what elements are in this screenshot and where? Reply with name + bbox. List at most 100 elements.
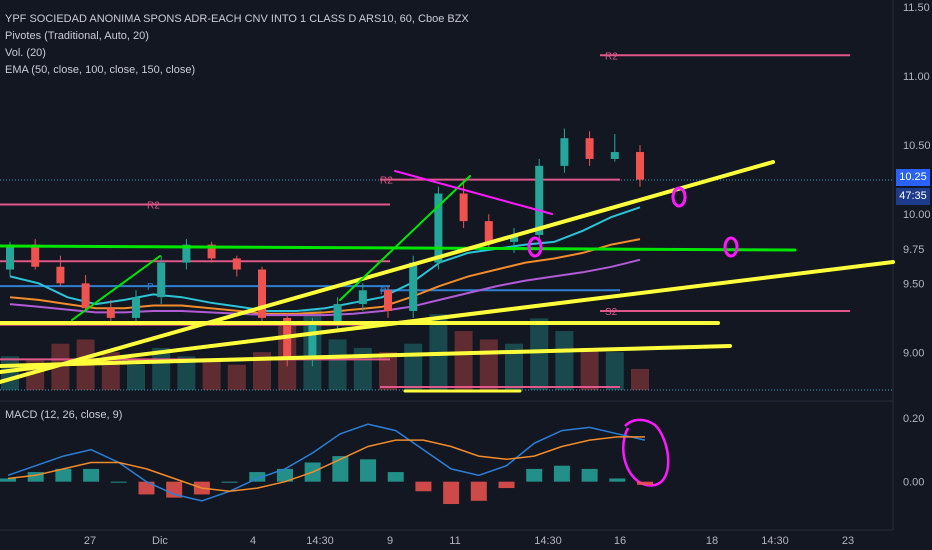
candle-body <box>6 244 14 270</box>
macd-histogram-bar <box>387 472 404 482</box>
volume-bar <box>505 343 523 390</box>
time-tick-label: 27 <box>84 535 96 547</box>
candle-body <box>510 234 518 242</box>
price-tick-label: 10.00 <box>903 209 931 221</box>
macd-histogram-bar <box>138 481 155 495</box>
last-price-tag: 10.25 <box>896 169 930 186</box>
candle-body <box>56 266 65 284</box>
macd-histogram-bar <box>360 459 377 482</box>
green-trendline <box>71 255 161 321</box>
candle-body <box>207 244 216 259</box>
time-tick-label: 23 <box>842 535 854 547</box>
macd-histogram-bar <box>498 481 515 489</box>
candle-body <box>535 165 544 235</box>
symbol-title[interactable]: YPF SOCIEDAD ANONIMA SPONS ADR-EACH CNV … <box>5 13 469 25</box>
volume-bar <box>580 347 599 390</box>
volume-bar <box>555 331 574 390</box>
axes: 9.00 9.50 9.75 10.00 10.50 11.00 11.50 0.00 0.20… <box>84 2 931 547</box>
volume-bar <box>202 360 221 390</box>
hand-drawn-circle <box>622 418 670 487</box>
time-tick-label: 4 <box>250 535 256 547</box>
price-tick-label: 10.50 <box>903 140 931 152</box>
candle-body <box>31 244 40 267</box>
volume-bar <box>227 364 246 390</box>
macd-histogram-bar <box>332 456 349 482</box>
time-tick-label: 9 <box>387 535 393 547</box>
volume-bar <box>479 339 498 390</box>
macd-pane <box>0 423 653 505</box>
candle-body <box>106 308 115 318</box>
candle-body <box>560 138 569 166</box>
volume-bar <box>127 364 145 390</box>
ema-line <box>9 258 641 317</box>
price-tick-label: 11.00 <box>903 71 930 83</box>
macd-histogram-bar <box>249 472 266 482</box>
pivot-label: R2 <box>605 51 618 62</box>
volume-bar <box>379 352 397 390</box>
candle-body <box>585 138 594 159</box>
volume-legend[interactable]: Vol. (20) <box>5 47 46 59</box>
yellow-trendline <box>0 344 732 368</box>
candle-body <box>434 193 443 263</box>
time-tick-label: 14:30 <box>534 535 562 547</box>
macd-histogram-bar <box>276 468 293 482</box>
candle-body <box>308 324 317 360</box>
pivots-legend[interactable]: Pivotes (Traditional, Auto, 20) <box>5 30 149 42</box>
volume-bar <box>605 352 624 390</box>
time-tick-label: 16 <box>614 535 626 547</box>
macd-histogram-bar <box>637 481 653 485</box>
candle-body <box>636 152 644 180</box>
time-tick-label: 14:30 <box>306 535 334 547</box>
time-tick-label: 11 <box>449 535 460 547</box>
macd-histogram-bar <box>221 481 238 483</box>
macd-histogram-bar <box>0 478 16 482</box>
ema-lines <box>9 206 641 317</box>
pivot-label: S2 <box>605 307 618 318</box>
macd-tick-label: 0.00 <box>903 477 924 489</box>
candle-body <box>409 262 418 311</box>
candle-body <box>484 221 493 242</box>
candle-body <box>182 244 191 263</box>
marker-circle <box>723 236 739 258</box>
ema-legend[interactable]: EMA (50, close, 100, close, 150, close) <box>5 64 196 76</box>
macd-histogram-bar <box>526 468 543 482</box>
pivot-label: P <box>147 282 154 293</box>
horizontal-support-line <box>0 244 797 252</box>
candle-body <box>81 283 90 309</box>
pivot-label: R2 <box>380 176 393 187</box>
volume-bar <box>631 368 649 390</box>
candle-body <box>258 269 266 318</box>
price-tick-label: 9.00 <box>903 347 924 359</box>
marker-circle <box>527 236 543 258</box>
time-tick-label: 18 <box>706 535 718 547</box>
pivot-label: P <box>380 286 387 297</box>
drawing-tools[interactable] <box>0 160 895 487</box>
macd-histogram-bar <box>470 481 487 501</box>
macd-legend[interactable]: MACD (12, 26, close, 9) <box>5 409 123 421</box>
candle-body <box>459 193 468 222</box>
price-tick-label: 9.75 <box>903 244 924 256</box>
yellow-trendline <box>0 260 895 374</box>
candle-body <box>157 262 166 298</box>
macd-histogram-bar <box>415 481 432 492</box>
macd-histogram-bar <box>110 481 127 483</box>
macd-histogram-bar <box>27 472 44 482</box>
macd-histogram-bar <box>83 468 100 482</box>
bar-countdown-tag: 47:35 <box>896 188 930 205</box>
volume-bar <box>253 352 271 390</box>
magenta-trendline <box>394 170 553 215</box>
volume-bar <box>177 356 196 390</box>
marker-circle <box>671 186 687 208</box>
ema-line <box>9 206 641 312</box>
macd-histogram-bar <box>553 465 570 482</box>
time-tick-label: 14:30 <box>761 535 789 547</box>
candle-body <box>384 290 392 311</box>
macd-histogram-bar <box>443 481 460 505</box>
macd-histogram-bar <box>581 468 598 482</box>
volume-bar <box>530 318 549 390</box>
volume-bar <box>404 343 423 390</box>
macd-histogram-bar <box>55 468 72 482</box>
green-trendline <box>339 175 471 301</box>
time-tick-label: Dic <box>152 535 168 547</box>
